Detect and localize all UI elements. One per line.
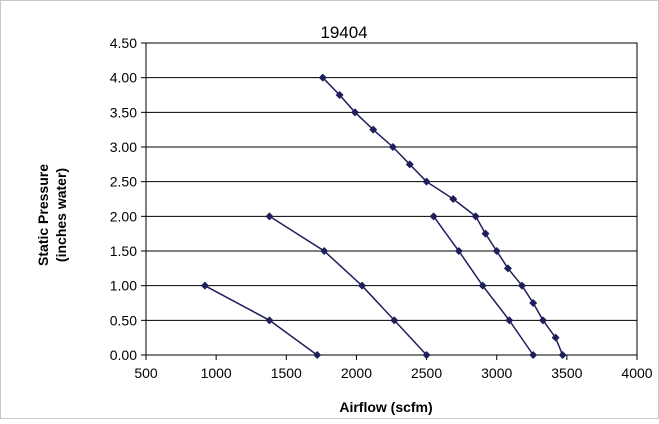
data-point <box>320 247 329 255</box>
series-layer <box>200 73 567 359</box>
data-point <box>481 229 490 238</box>
data-point <box>492 247 501 255</box>
x-tick-label: 3500 <box>551 365 582 381</box>
series-4 <box>318 73 567 359</box>
y-tick-label: 2.50 <box>110 174 137 190</box>
data-point <box>558 351 567 359</box>
data-point <box>422 177 431 186</box>
data-point <box>471 212 480 221</box>
y-tick-label: 1.50 <box>110 243 137 259</box>
data-point <box>265 316 274 325</box>
series-3 <box>429 212 538 359</box>
data-point <box>517 281 526 290</box>
y-axis-label-group: Static Pressure (inches water) <box>35 164 69 266</box>
data-point <box>265 212 274 221</box>
x-tick-label: 1500 <box>271 365 302 381</box>
data-point <box>388 143 397 151</box>
x-tick-label: 2500 <box>411 365 442 381</box>
data-point <box>551 333 560 342</box>
series-2 <box>265 212 431 359</box>
y-axis-label-line-1: Static Pressure <box>35 164 51 266</box>
y-tick-label: 0.00 <box>110 347 137 363</box>
data-point <box>478 281 487 290</box>
data-point <box>390 316 399 325</box>
y-axis-label-line-2: (inches water) <box>53 168 69 262</box>
x-tick-label: 1000 <box>201 365 232 381</box>
data-point <box>335 91 344 99</box>
data-point <box>318 73 327 82</box>
data-point <box>539 316 548 325</box>
y-tick-label: 2.00 <box>110 208 137 224</box>
y-tick-label: 3.50 <box>110 104 137 120</box>
data-point <box>505 316 514 325</box>
y-tick-label: 4.50 <box>110 35 137 51</box>
data-point <box>358 281 367 290</box>
series-1 <box>200 281 322 359</box>
data-point <box>503 264 512 273</box>
chart-title: 19404 <box>320 23 367 42</box>
data-point <box>529 351 538 359</box>
y-tick-label: 4.00 <box>110 70 137 86</box>
data-point <box>313 351 322 359</box>
data-point <box>405 160 414 169</box>
y-tick-label: 1.00 <box>110 278 137 294</box>
x-tick-label: 4000 <box>621 365 652 381</box>
data-point <box>200 281 209 290</box>
plot-area <box>145 42 638 356</box>
x-tick-label: 2000 <box>341 365 372 381</box>
x-tick-label: 500 <box>134 365 158 381</box>
x-tick-label: 3000 <box>481 365 512 381</box>
y-tick-label: 3.00 <box>110 139 137 155</box>
data-point <box>422 351 431 359</box>
y-tick-label: 0.50 <box>110 312 137 328</box>
data-point <box>454 247 463 255</box>
x-axis-label: Airflow (scfm) <box>339 399 432 415</box>
tick-layer: 0.00 0.50 1.00 1.50 2.00 2.50 3.00 3.50 4.00 4.50… <box>110 35 653 381</box>
data-point <box>351 108 360 117</box>
data-point <box>449 195 458 203</box>
data-point <box>369 125 378 134</box>
data-point <box>529 299 538 307</box>
data-point <box>429 212 438 221</box>
